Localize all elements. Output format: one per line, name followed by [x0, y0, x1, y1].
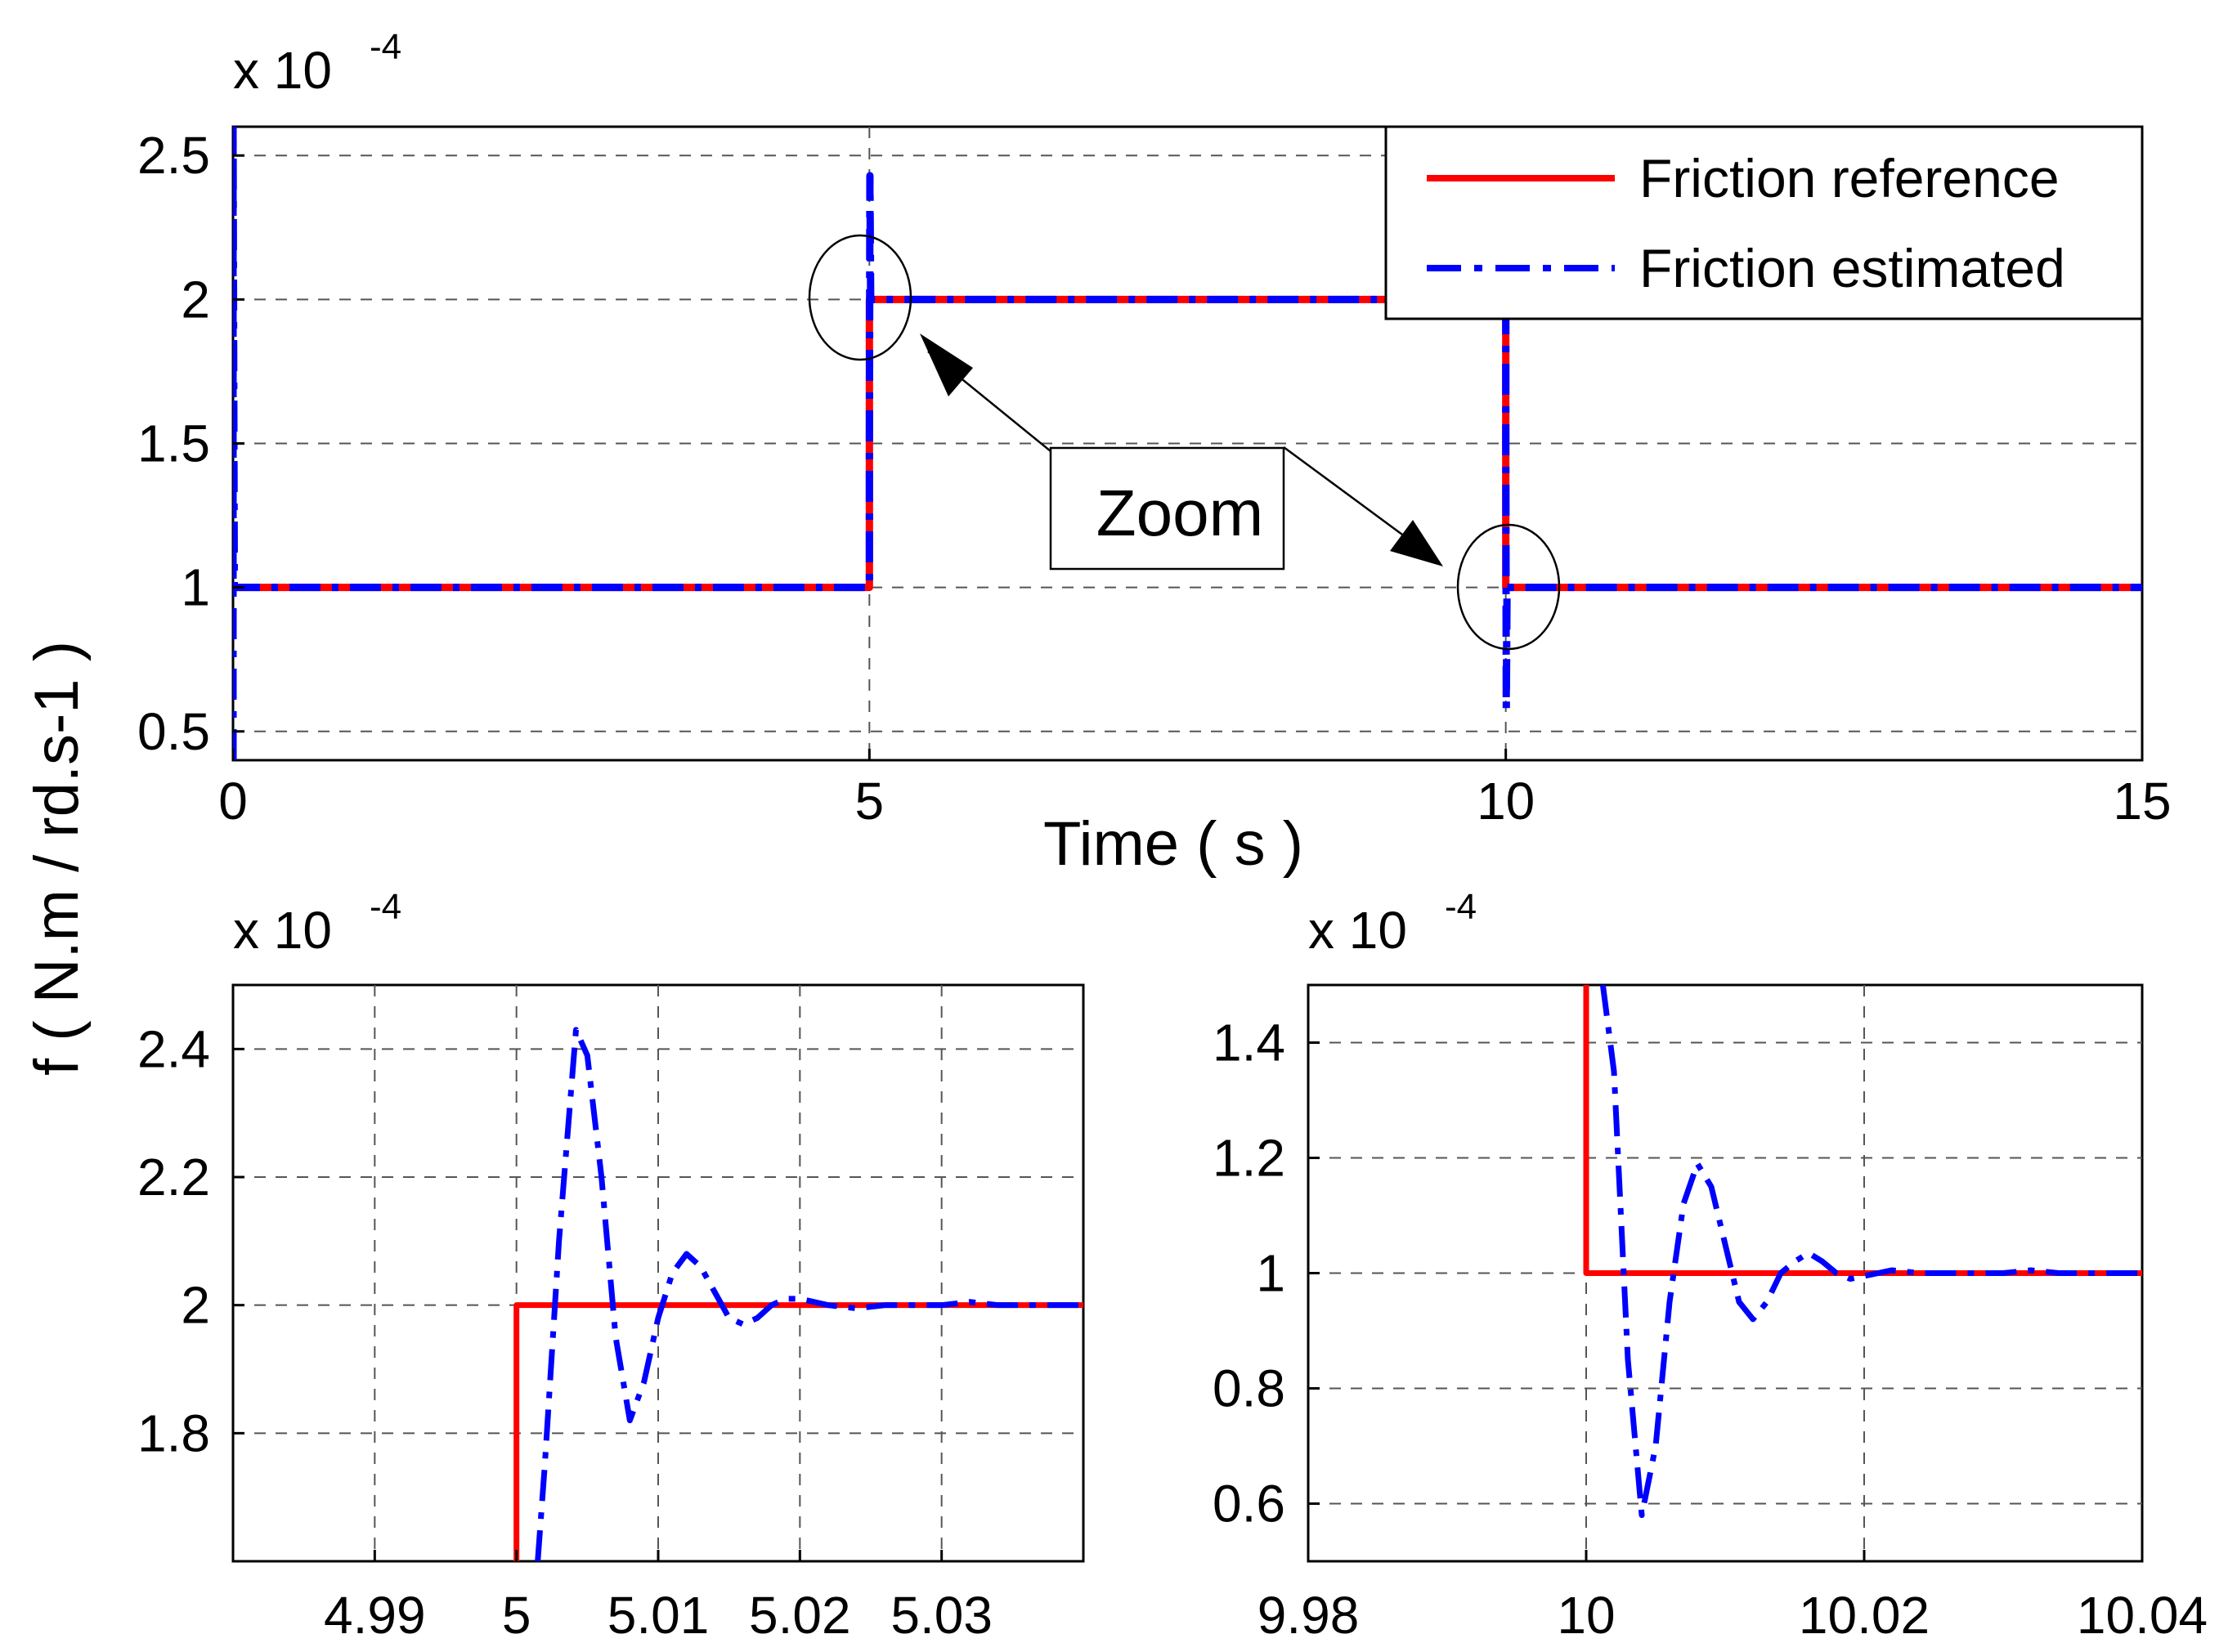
main-xtick-label: 10 — [1477, 772, 1535, 830]
main-xtick-label: 0 — [218, 772, 248, 830]
zoom-plot-5: 4.99 5 5.01 5.02 5.03 1.8 2 2.2 2.4 x 10 -4 — [137, 887, 1085, 1645]
zoom5-y-scale-exponent: -4 — [370, 887, 401, 927]
legend: Friction reference Friction estimated — [1384, 125, 2144, 320]
main-ticks: 0 5 10 15 0.5 1 1.5 2 2.5 — [137, 126, 2172, 830]
zoom5-series-estimated — [535, 1027, 1083, 1561]
y-axis-label: f ( N.m / rd.s-1 ) — [22, 641, 92, 1076]
zoom5-ytick-label: 1.8 — [137, 1404, 210, 1462]
main-ytick-label: 1 — [181, 558, 210, 617]
zoom-label-box — [1049, 446, 1285, 571]
zoom10-xtick-label: 10 — [1557, 1586, 1615, 1645]
main-ytick-label: 0.5 — [137, 702, 210, 761]
zoom10-y-scale: x 10 -4 — [1308, 887, 1477, 960]
zoom5-xtick-label: 5.01 — [607, 1586, 710, 1645]
zoom-arrowhead-right — [1390, 520, 1443, 566]
zoom5-ytick-label: 2.2 — [137, 1148, 210, 1207]
zoom-arrowhead-left — [920, 334, 973, 396]
legend-label-reference: Friction reference — [1639, 148, 2060, 208]
main-plot: 0 5 10 15 0.5 1 1.5 2 2.5 x 10 -4 Time ( s ) Zoo… — [137, 27, 2172, 879]
zoom5-xtick-label: 5 — [502, 1586, 531, 1645]
main-ytick-label: 2.5 — [137, 126, 210, 185]
zoom10-y-scale-label: x 10 — [1308, 901, 1407, 960]
zoom10-ytick-label: 1.4 — [1213, 1014, 1285, 1072]
zoom5-ticks: 4.99 5 5.01 5.02 5.03 1.8 2 2.2 2.4 — [137, 1019, 993, 1645]
zoom-annotation: Zoom — [808, 234, 1561, 651]
zoom5-ytick-label: 2.4 — [137, 1019, 210, 1078]
main-xtick-label: 15 — [2113, 772, 2171, 830]
legend-label-estimated: Friction estimated — [1639, 238, 2065, 298]
zoom5-series — [513, 1027, 1083, 1561]
zoom10-series-estimated — [1599, 985, 2142, 1519]
zoom5-xtick-label: 5.02 — [749, 1586, 851, 1645]
zoom5-y-scale: x 10 -4 — [233, 887, 401, 960]
x-axis-label: Time ( s ) — [1043, 809, 1303, 879]
main-y-scale-label: x 10 — [233, 41, 332, 100]
zoom-ellipse-10 — [1456, 523, 1561, 651]
main-y-scale: x 10 -4 — [233, 27, 401, 100]
zoom10-xtick-label: 9.98 — [1257, 1586, 1360, 1645]
zoom5-xtick-label: 4.99 — [324, 1586, 426, 1645]
zoom-plot-10: 9.98 10 10.02 10.04 0.6 0.8 1 1.2 1.4 x 10 -4 — [1213, 887, 2208, 1645]
zoom5-ytick-label: 2 — [181, 1276, 210, 1335]
zoom10-ytick-label: 1.2 — [1213, 1129, 1285, 1188]
zoom10-series-reference — [1583, 985, 2142, 1276]
zoom10-ytick-label: 0.8 — [1213, 1359, 1285, 1418]
zoom-ellipse-5 — [808, 234, 912, 361]
zoom-label: Zoom — [1096, 477, 1264, 549]
legend-box — [1384, 125, 2144, 320]
main-ytick-label: 1.5 — [137, 414, 210, 473]
main-ytick-label: 2 — [181, 270, 210, 329]
main-xtick-label: 5 — [855, 772, 885, 830]
zoom10-y-scale-exponent: -4 — [1445, 887, 1477, 927]
zoom10-ytick-label: 0.6 — [1213, 1475, 1285, 1533]
zoom10-xtick-label: 10.04 — [2077, 1586, 2208, 1645]
zoom10-ticks: 9.98 10 10.02 10.04 0.6 0.8 1 1.2 1.4 — [1213, 1014, 2208, 1645]
zoom10-ytick-label: 1 — [1256, 1244, 1285, 1303]
main-y-scale-exponent: -4 — [370, 27, 401, 67]
zoom10-xtick-label: 10.02 — [1799, 1586, 1930, 1645]
zoom5-xtick-label: 5.03 — [890, 1586, 993, 1645]
zoom5-y-scale-label: x 10 — [233, 901, 332, 960]
zoom-arrow-line-right — [1283, 445, 1415, 545]
zoom10-series — [1583, 985, 2142, 1519]
